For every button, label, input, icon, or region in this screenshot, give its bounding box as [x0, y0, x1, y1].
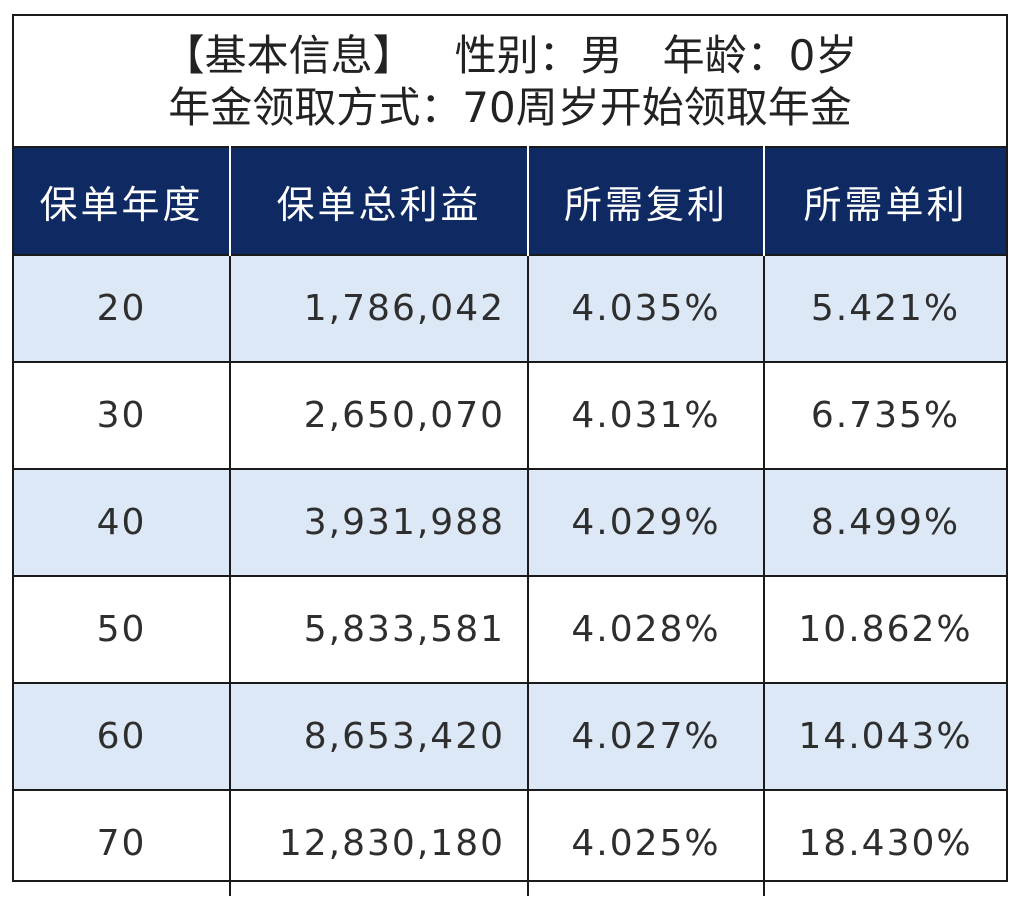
cell-simple-rate: 6.735% [764, 361, 1006, 469]
cell-policy-year: 50 [14, 575, 231, 683]
cell-total-benefit: 5,833,581 [230, 575, 529, 683]
cell-total-benefit: 2,650,070 [230, 361, 529, 469]
table-row: 50 5,833,581 4.028% 10.862% [14, 575, 1006, 683]
table-row: 60 8,653,420 4.027% 14.043% [14, 682, 1006, 790]
cell-policy-year: 70 [14, 789, 231, 896]
table-header-row: 保单年度 保单总利益 所需复利 所需单利 [14, 146, 1006, 255]
header-compound-rate: 所需复利 [528, 146, 765, 255]
cell-simple-rate: 18.430% [764, 789, 1006, 896]
policy-benefit-table: 保单年度 保单总利益 所需复利 所需单利 20 1,786,042 4.035%… [14, 146, 1006, 896]
cell-total-benefit: 3,931,988 [230, 468, 529, 576]
header-policy-year: 保单年度 [14, 146, 231, 255]
basic-info-line: 【基本信息】 性别：男 年龄：0岁 [162, 31, 858, 80]
cell-total-benefit: 8,653,420 [230, 682, 529, 790]
table-row: 40 3,931,988 4.029% 8.499% [14, 468, 1006, 576]
table-row: 70 12,830,180 4.025% 18.430% [14, 789, 1006, 896]
cell-simple-rate: 14.043% [764, 682, 1006, 790]
cell-compound-rate: 4.027% [528, 682, 765, 790]
cell-compound-rate: 4.028% [528, 575, 765, 683]
cell-compound-rate: 4.025% [528, 789, 765, 896]
cell-compound-rate: 4.031% [528, 361, 765, 469]
cell-policy-year: 40 [14, 468, 231, 576]
cell-policy-year: 20 [14, 254, 231, 362]
cell-total-benefit: 1,786,042 [230, 254, 529, 362]
annuity-method-line: 年金领取方式：70周岁开始领取年金 [168, 83, 852, 132]
cell-policy-year: 60 [14, 682, 231, 790]
cell-policy-year: 30 [14, 361, 231, 469]
cell-total-benefit: 12,830,180 [230, 789, 529, 896]
cell-compound-rate: 4.029% [528, 468, 765, 576]
cell-compound-rate: 4.035% [528, 254, 765, 362]
cell-simple-rate: 8.499% [764, 468, 1006, 576]
header-simple-rate: 所需单利 [764, 146, 1006, 255]
table-row: 30 2,650,070 4.031% 6.735% [14, 361, 1006, 469]
table-row: 20 1,786,042 4.035% 5.421% [14, 254, 1006, 362]
header-total-benefit: 保单总利益 [230, 146, 529, 255]
cell-simple-rate: 5.421% [764, 254, 1006, 362]
basic-info-section: 【基本信息】 性别：男 年龄：0岁 年金领取方式：70周岁开始领取年金 [14, 16, 1006, 146]
policy-table-frame: 【基本信息】 性别：男 年龄：0岁 年金领取方式：70周岁开始领取年金 保单年度… [12, 14, 1008, 896]
cell-simple-rate: 10.862% [764, 575, 1006, 683]
